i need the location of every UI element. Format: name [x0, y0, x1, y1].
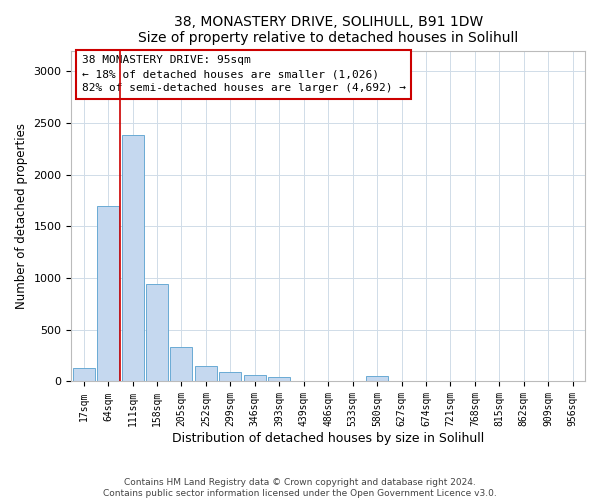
Y-axis label: Number of detached properties: Number of detached properties	[15, 123, 28, 309]
Bar	[268, 377, 290, 382]
Bar	[220, 372, 241, 382]
X-axis label: Distribution of detached houses by size in Solihull: Distribution of detached houses by size …	[172, 432, 484, 445]
Bar	[122, 136, 143, 382]
Bar	[170, 348, 193, 382]
Bar	[244, 376, 266, 382]
Bar	[146, 284, 168, 382]
Title: 38, MONASTERY DRIVE, SOLIHULL, B91 1DW
Size of property relative to detached hou: 38, MONASTERY DRIVE, SOLIHULL, B91 1DW S…	[138, 15, 518, 45]
Bar	[195, 366, 217, 382]
Text: 38 MONASTERY DRIVE: 95sqm
← 18% of detached houses are smaller (1,026)
82% of se: 38 MONASTERY DRIVE: 95sqm ← 18% of detac…	[82, 56, 406, 94]
Bar	[366, 376, 388, 382]
Bar	[97, 206, 119, 382]
Text: Contains HM Land Registry data © Crown copyright and database right 2024.
Contai: Contains HM Land Registry data © Crown c…	[103, 478, 497, 498]
Bar	[73, 368, 95, 382]
